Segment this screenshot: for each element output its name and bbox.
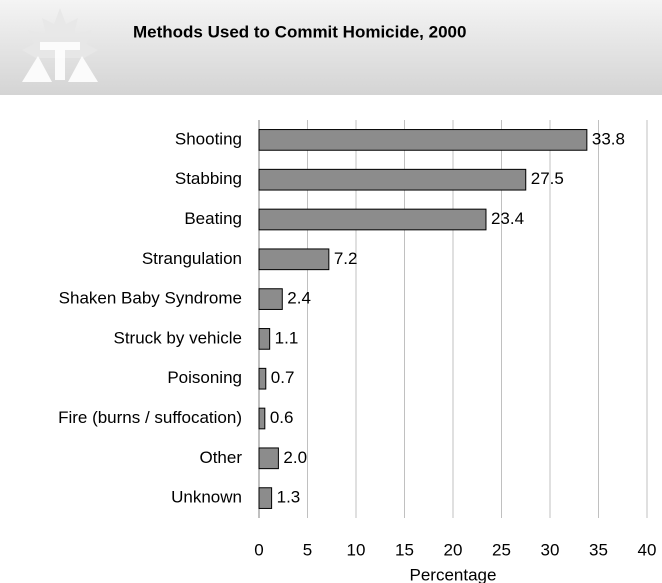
bar (258, 407, 266, 430)
x-tick-label: 30 (541, 540, 560, 559)
logo (22, 8, 98, 82)
x-tick-label: 10 (347, 540, 366, 559)
value-label: 33.8 (592, 129, 625, 148)
bar (258, 367, 267, 390)
y-tick-label: Struck by vehicle (114, 328, 243, 347)
value-label: 7.2 (334, 249, 358, 268)
value-label: 0.6 (270, 408, 294, 427)
bar (258, 487, 273, 509)
value-label: 23.4 (491, 209, 524, 228)
value-label: 27.5 (531, 169, 564, 188)
y-tick-label: Fire (burns / suffocation) (58, 408, 242, 427)
bar (258, 208, 487, 231)
chart-title: Methods Used to Commit Homicide, 2000 (133, 22, 466, 41)
value-label: 1.3 (277, 488, 301, 507)
bar (258, 328, 271, 350)
y-tick-label: Unknown (171, 488, 242, 507)
y-tick-label: Poisoning (167, 368, 242, 387)
x-tick-label: 0 (254, 540, 263, 559)
value-label: 1.1 (275, 328, 299, 347)
value-label: 2.0 (283, 448, 307, 467)
y-tick-label: Strangulation (142, 249, 242, 268)
value-label: 2.4 (287, 289, 311, 308)
y-tick-label: Other (199, 448, 242, 467)
x-tick-label: 25 (492, 540, 511, 559)
y-tick-label: Shooting (175, 129, 242, 148)
header-band (0, 0, 662, 95)
x-tick-label: 5 (303, 540, 312, 559)
x-axis-label: Percentage (410, 565, 497, 583)
x-tick-label: 40 (638, 540, 657, 559)
bar (258, 168, 527, 191)
y-tick-label: Stabbing (175, 169, 242, 188)
bar (258, 447, 279, 470)
bar (258, 248, 330, 271)
y-tick-label: Shaken Baby Syndrome (59, 289, 242, 308)
x-tick-label: 20 (444, 540, 463, 559)
bar (258, 288, 283, 310)
bar (258, 129, 588, 151)
y-tick-label: Beating (184, 209, 242, 228)
value-label: 0.7 (271, 368, 295, 387)
x-tick-label: 15 (395, 540, 414, 559)
x-tick-label: 35 (589, 540, 608, 559)
